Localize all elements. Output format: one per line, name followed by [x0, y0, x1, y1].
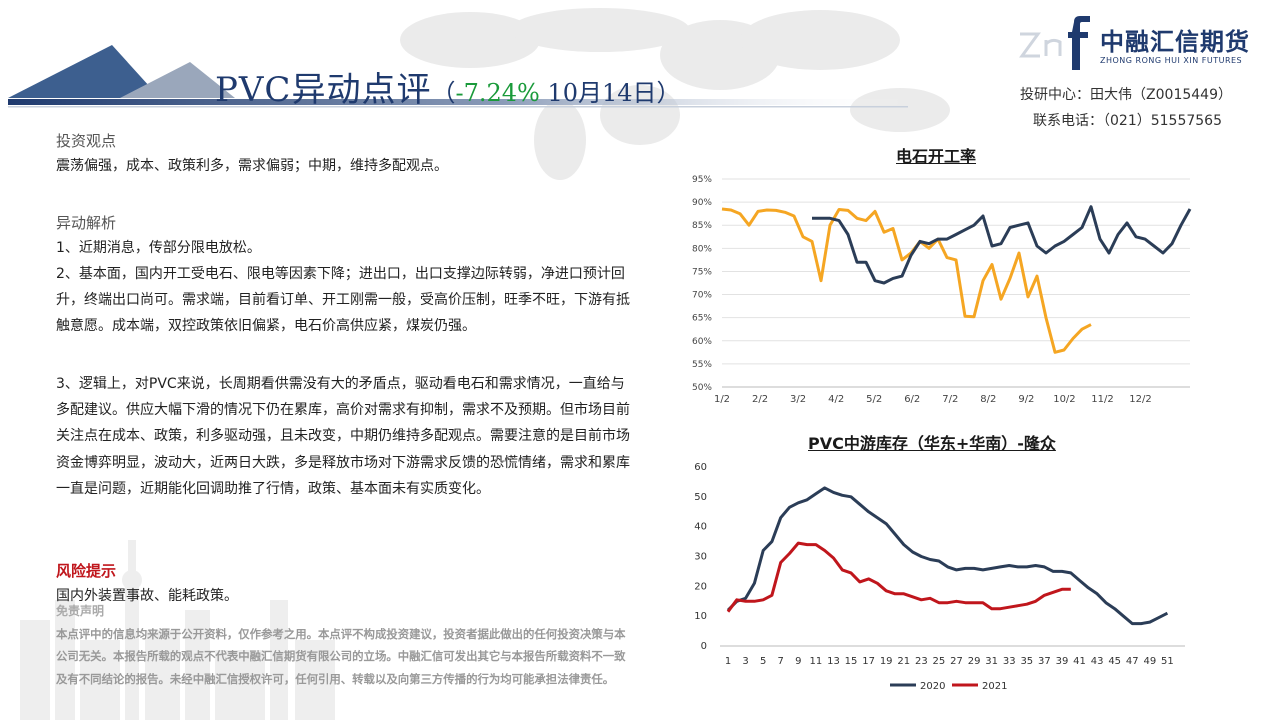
- x-tick-label: 45: [1108, 656, 1121, 667]
- analysis-point-3: 3、逻辑上，对PVC来说，长周期看供需没有大的矛盾点，驱动看电石和需求情况，一直…: [56, 376, 630, 497]
- header-triangle-dark: [8, 45, 160, 98]
- series-line-0: [721, 207, 1092, 354]
- y-tick-label: 50%: [692, 383, 712, 393]
- legend-label-2021: 2021: [982, 681, 1007, 692]
- x-tick-label: 35: [1020, 656, 1033, 667]
- page-title-open: （: [431, 79, 456, 107]
- x-tick-label: 49: [1143, 656, 1156, 667]
- x-tick-label: 5: [760, 656, 766, 667]
- x-tick-label: 23: [915, 656, 928, 667]
- analysis-point-2: 2、基本面，国内开工受电石、限电等因素下降；进出口，出口支撑边际转弱，净进口预计…: [56, 266, 630, 335]
- x-tick-label: 33: [1003, 656, 1016, 667]
- x-tick-label: 12/2: [1129, 394, 1151, 405]
- x-tick-label: 15: [845, 656, 858, 667]
- x-tick-label: 1: [725, 656, 731, 667]
- y-tick-label: 60: [694, 462, 707, 473]
- view-heading: 投资观点: [56, 132, 117, 150]
- x-tick-label: 7/2: [942, 394, 958, 405]
- y-tick-label: 90%: [692, 198, 712, 208]
- x-tick-label: 11: [810, 656, 823, 667]
- header-triangle-gray: [120, 62, 235, 98]
- x-tick-label: 19: [880, 656, 893, 667]
- y-tick-label: 0: [701, 641, 707, 652]
- y-tick-label: 95%: [692, 175, 712, 185]
- header-rule: [8, 99, 908, 105]
- y-tick-label: 30: [694, 552, 707, 563]
- logo-name-cn: 中融汇信期货: [1100, 28, 1250, 56]
- world-map-watermark: [400, 8, 950, 180]
- x-tick-label: 41: [1073, 656, 1086, 667]
- y-tick-label: 40: [694, 522, 707, 533]
- analysis-point-1: 1、近期消息，传部分限电放松。: [56, 240, 261, 256]
- legend-label-2020: 2020: [920, 681, 945, 692]
- y-tick-label: 10: [694, 611, 707, 622]
- series-line-2021: [726, 541, 1071, 613]
- disclaimer-text: 本点评中的信息均来源于公开资料，仅作参考之用。本点评不构成投资建议，投资者据此做…: [56, 627, 626, 686]
- y-tick-label: 50: [694, 492, 707, 503]
- x-tick-label: 25: [933, 656, 946, 667]
- page-title-date: 10月14日）: [539, 79, 681, 107]
- disclaimer-heading: 免责声明: [56, 604, 105, 618]
- x-tick-label: 1/2: [714, 394, 730, 405]
- series-line-2020: [726, 486, 1169, 626]
- y-tick-label: 20: [694, 581, 707, 592]
- company-logo: 中融汇信期货 ZHONG RONG HUI XIN FUTURES: [1016, 14, 1268, 74]
- page-title: PVC异动点评（-7.24% 10月14日）: [215, 62, 681, 111]
- x-tick-label: 27: [950, 656, 963, 667]
- x-tick-label: 13: [827, 656, 840, 667]
- y-tick-label: 75%: [692, 267, 712, 277]
- risk-heading: 风险提示: [56, 562, 117, 580]
- risk-text: 国内外装置事故、能耗政策。: [56, 588, 238, 604]
- x-tick-label: 7: [778, 656, 784, 667]
- carbide-operating-rate-chart: 50% 55% 60% 65% 70% 75% 80% 85% 90% 95% 1/2 2/2 3/2 4…: [692, 175, 1192, 405]
- x-tick-label: 8/2: [980, 394, 996, 405]
- y-tick-label: 65%: [692, 314, 712, 324]
- x-tick-label: 37: [1038, 656, 1051, 667]
- x-tick-label: 29: [968, 656, 981, 667]
- y-tick-label: 60%: [692, 337, 712, 347]
- x-tick-label: 39: [1056, 656, 1069, 667]
- y-tick-label: 70%: [692, 291, 712, 301]
- contact-phone: 联系电话：（021）51557565: [1033, 113, 1222, 129]
- logo-name-en: ZHONG RONG HUI XIN FUTURES: [1100, 56, 1243, 65]
- chart2-title: PVC中游库存（华东+华南）-隆众: [808, 434, 1056, 453]
- x-tick-label: 5/2: [866, 394, 882, 405]
- contact-research: 投研中心：田大伟（Z0015449）: [1020, 87, 1232, 103]
- logo-mark-icon: [1019, 16, 1090, 70]
- x-tick-label: 4/2: [828, 394, 844, 405]
- analysis-heading: 异动解析: [56, 214, 117, 232]
- x-tick-label: 9/2: [1018, 394, 1034, 405]
- x-tick-label: 11/2: [1091, 394, 1113, 405]
- x-tick-label: 10/2: [1053, 394, 1075, 405]
- y-tick-label: 80%: [692, 244, 712, 254]
- x-tick-label: 9: [795, 656, 801, 667]
- price-change-value: -7.24%: [455, 79, 540, 107]
- x-tick-label: 3: [742, 656, 748, 667]
- view-text: 震荡偏强，成本、政策利多，需求偏弱；中期，维持多配观点。: [56, 158, 448, 174]
- page-title-text: PVC异动点评: [215, 70, 432, 110]
- chart1-title: 电石开工率: [896, 147, 977, 166]
- x-tick-label: 51: [1161, 656, 1174, 667]
- x-tick-label: 47: [1126, 656, 1139, 667]
- series-line-1: [812, 205, 1192, 285]
- y-tick-label: 85%: [692, 221, 712, 231]
- y-tick-label: 55%: [692, 360, 712, 370]
- x-tick-label: 2/2: [752, 394, 768, 405]
- x-tick-label: 6/2: [904, 394, 920, 405]
- x-tick-label: 21: [897, 656, 910, 667]
- x-tick-label: 31: [985, 656, 998, 667]
- header-rule-thin: [8, 106, 908, 108]
- x-tick-label: 3/2: [790, 394, 806, 405]
- x-tick-label: 43: [1091, 656, 1104, 667]
- x-tick-label: 17: [862, 656, 875, 667]
- skyline-watermark: [20, 540, 335, 720]
